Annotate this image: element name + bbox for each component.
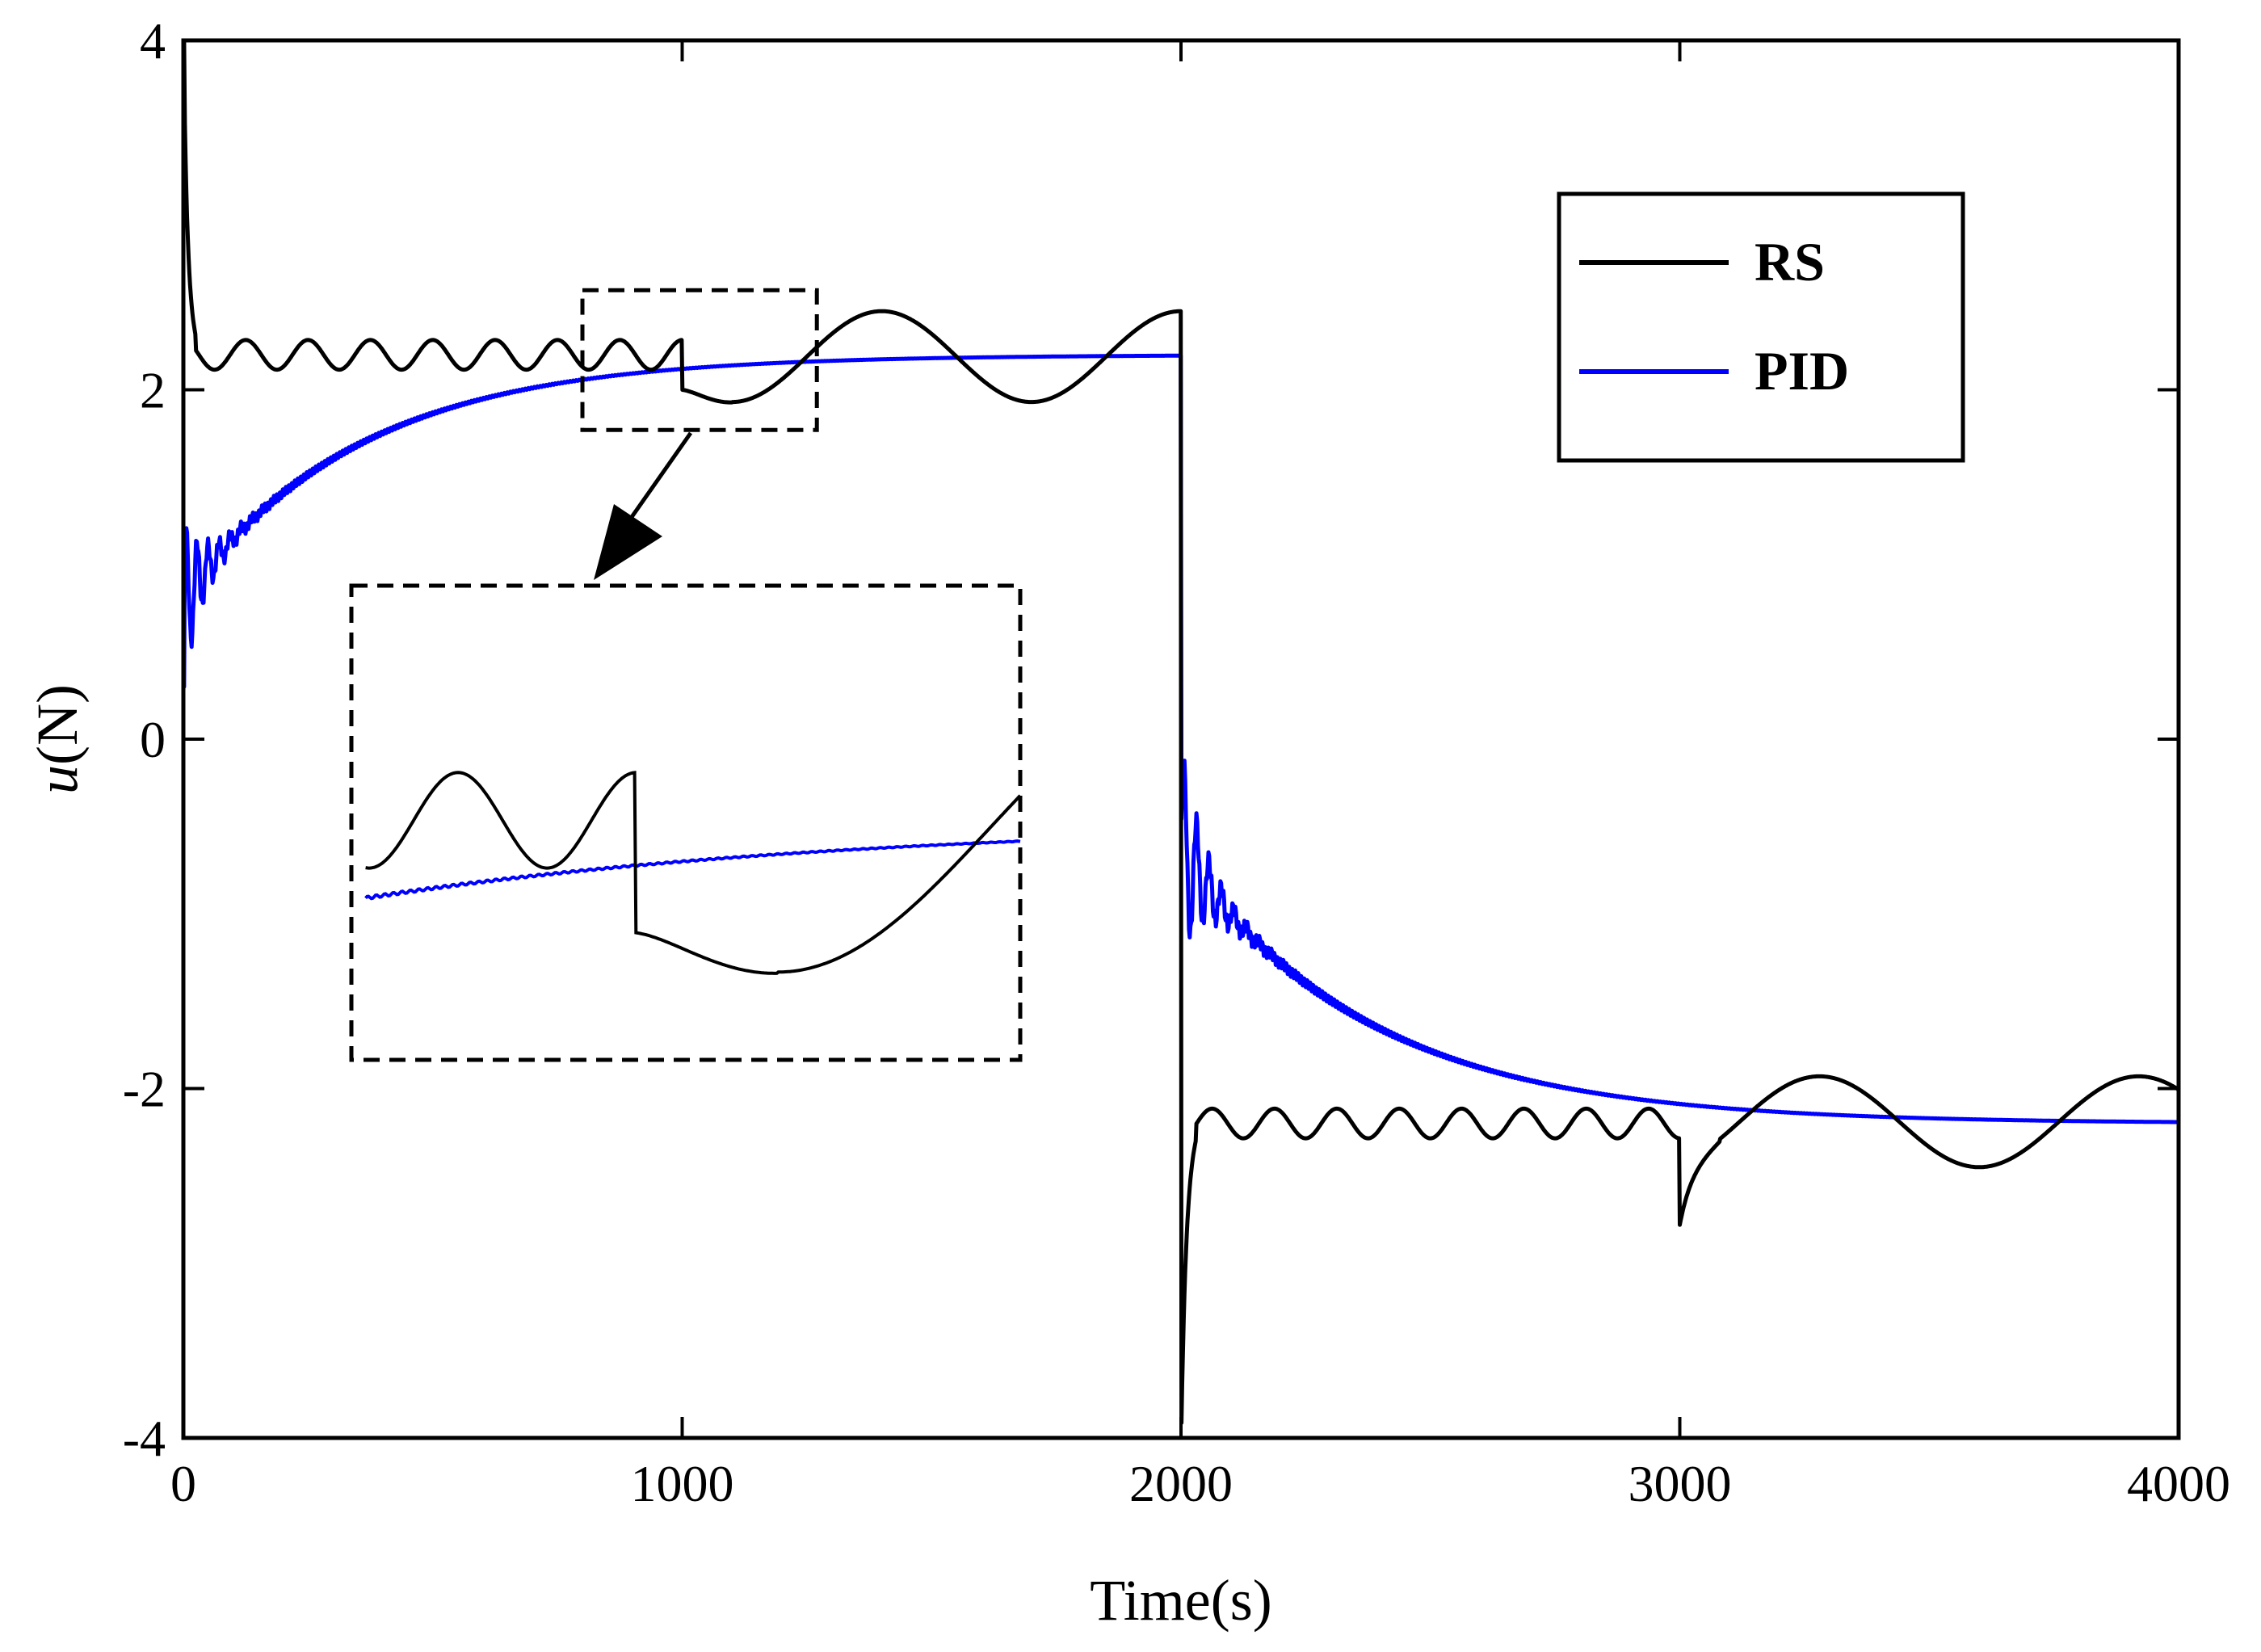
- y-tick-label: 4: [140, 12, 166, 69]
- y-tick-label: 0: [140, 711, 166, 768]
- y-axis-label: u(N): [25, 684, 90, 794]
- plot-frame: [181, 38, 2181, 1440]
- y-tick-label: -2: [123, 1061, 166, 1118]
- zoom-box: [580, 288, 819, 432]
- annotation-layer: [349, 288, 1023, 1062]
- legend-label-rs: RS: [1755, 231, 1825, 292]
- y-axis-label-unit: (N): [25, 684, 90, 765]
- x-tick-label: 3000: [1629, 1455, 1732, 1512]
- y-axis-label-symbol: u: [25, 765, 90, 794]
- arrow-head: [594, 504, 662, 580]
- x-axis-label: Time(s): [1090, 1568, 1271, 1633]
- x-tick-label: 2000: [1129, 1455, 1233, 1512]
- tick-labels: 0 1000 2000 3000 4000 -4 -2 0 2 4: [123, 12, 2230, 1512]
- series-layer: [182, 38, 2179, 1425]
- inset-line-pid: [364, 839, 1021, 901]
- x-tick-label: 1000: [631, 1455, 734, 1512]
- series-line-rs: [182, 38, 2179, 1425]
- inset-line-rs: [365, 771, 1022, 975]
- legend-box: [1557, 191, 1965, 463]
- arrow-shaft: [624, 431, 693, 527]
- legend: RS PID: [1557, 191, 1965, 463]
- x-tick-label: 4000: [2127, 1455, 2230, 1512]
- inset-box: [349, 583, 1023, 1062]
- legend-label-pid: PID: [1755, 340, 1849, 401]
- y-tick-label: 2: [140, 362, 166, 419]
- x-tick-label: 0: [170, 1455, 196, 1512]
- y-tick-label: -4: [123, 1410, 166, 1467]
